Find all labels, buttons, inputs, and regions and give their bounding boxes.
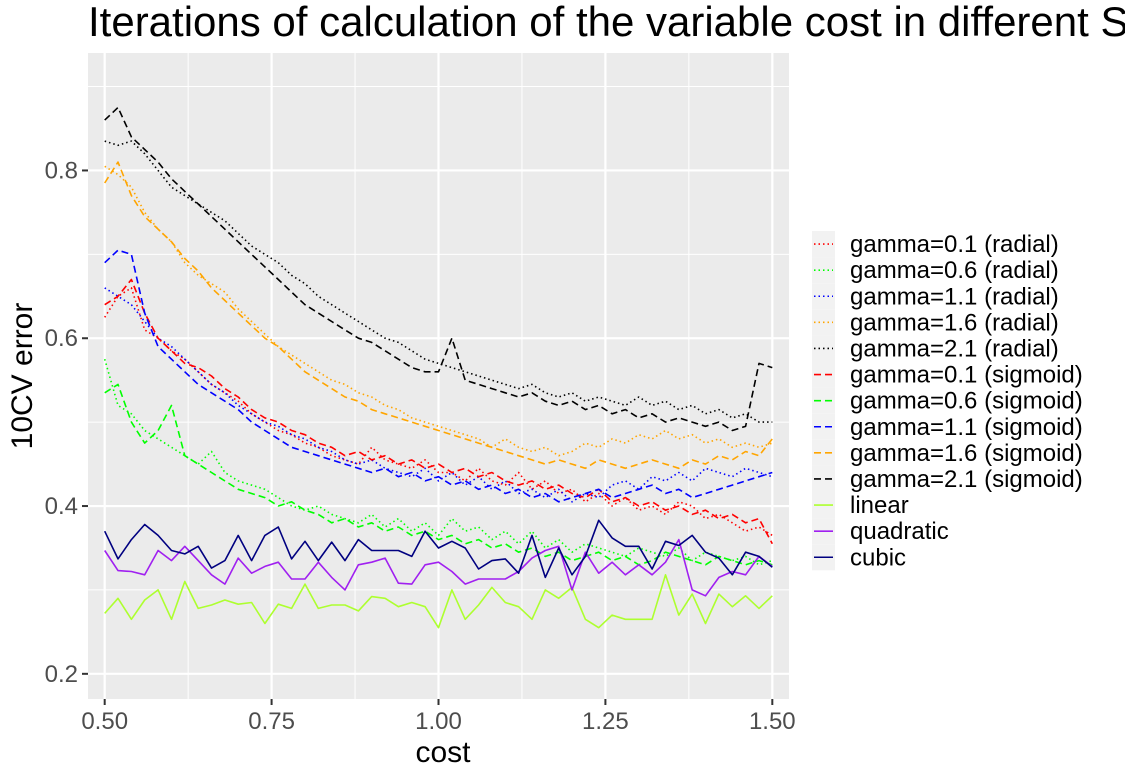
legend-key-box	[812, 387, 835, 414]
legend-key-box	[812, 361, 835, 388]
series-line-quadratic	[104, 538, 773, 597]
legend-label: gamma=2.1 (radial)	[850, 335, 1059, 362]
legend-label: gamma=1.6 (radial)	[850, 309, 1059, 336]
y-tick-label: 0.6	[45, 325, 78, 352]
axes: 0.50 0.75 1.00 1.25 1.50 0.2 0.4 0.6 0.8	[45, 157, 796, 735]
legend-label: linear	[850, 492, 909, 519]
legend-label: quadratic	[850, 518, 949, 545]
series-line-gamma-0-1-sigmoid	[104, 278, 774, 545]
y-tick-label: 0.8	[45, 157, 78, 184]
legend-label: cubic	[850, 544, 906, 571]
series-line-linear	[104, 573, 773, 629]
series-line-gamma-0-6-radial	[103, 358, 773, 566]
legend-label: gamma=2.1 (sigmoid)	[850, 466, 1083, 493]
legend-label: gamma=1.1 (radial)	[850, 283, 1059, 310]
y-tick-label: 0.2	[45, 661, 78, 688]
series-layer	[103, 106, 774, 629]
series-line-gamma-1-1-radial	[104, 287, 773, 503]
series-line-gamma-1-6-sigmoid	[104, 161, 773, 470]
series-line-gamma-0-6-sigmoid	[104, 383, 773, 566]
x-tick-label: 1.25	[582, 708, 629, 735]
x-tick-label: 0.75	[248, 708, 295, 735]
series-line-gamma-2-1-sigmoid	[104, 106, 773, 432]
series-line-gamma-1-1-sigmoid	[104, 249, 773, 503]
x-tick-label: 1.00	[415, 708, 462, 735]
legend-key-box	[812, 439, 835, 466]
legend-label: gamma=1.1 (sigmoid)	[850, 414, 1083, 441]
x-axis-title: cost	[415, 736, 471, 769]
legend: gamma=0.1 (radial)gamma=0.6 (radial)gamm…	[812, 231, 1083, 571]
legend-key-box	[812, 465, 835, 492]
legend-key-box	[812, 413, 835, 440]
legend-label: gamma=0.1 (sigmoid)	[850, 362, 1083, 389]
series-line-cubic	[103, 519, 773, 579]
series-line-gamma-1-6-radial	[104, 165, 773, 457]
series-line-gamma-0-1-radial	[104, 287, 773, 537]
legend-label: gamma=1.6 (sigmoid)	[850, 440, 1083, 467]
x-tick-label: 1.50	[749, 708, 796, 735]
legend-label: gamma=0.6 (radial)	[850, 257, 1059, 284]
legend-label: gamma=0.1 (radial)	[850, 231, 1059, 258]
x-tick-label: 0.50	[81, 708, 128, 735]
y-axis-title: 10CV error	[6, 303, 39, 450]
chart-title: Iterations of calculation of the variabl…	[88, 0, 1125, 45]
y-tick-label: 0.4	[45, 493, 78, 520]
legend-label: gamma=0.6 (sigmoid)	[850, 388, 1083, 415]
grid-lines	[88, 53, 789, 699]
